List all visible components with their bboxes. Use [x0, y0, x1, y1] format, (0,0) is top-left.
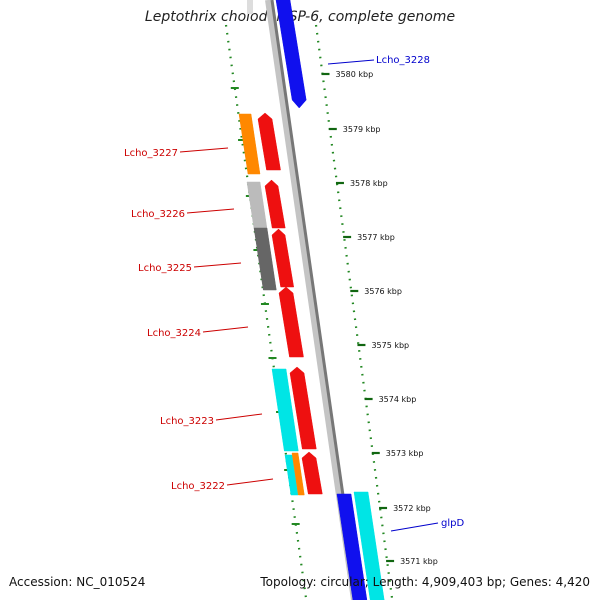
- topology-text: Topology: circular; Length: 4,909,403 bp…: [260, 575, 590, 589]
- label-connector: [202, 326, 249, 333]
- gene-lcho-3222-cyan: [284, 454, 299, 496]
- gene-label-left: Lcho_3222: [171, 481, 225, 492]
- tick-label: 3578 kbp: [350, 179, 388, 188]
- label-connector: [186, 208, 235, 214]
- gene-glpd-cyan: [353, 491, 385, 600]
- faded-gene-top: [247, 0, 253, 14]
- tick-label: 3576 kbp: [364, 287, 402, 296]
- gene-labels: Lcho_3227 Lcho_3226 Lcho_3225 Lcho_3224 Lcho…: [124, 55, 464, 532]
- tick-label: 3580 kbp: [335, 70, 373, 79]
- label-connector: [193, 262, 242, 268]
- outer-dotted-arc: [314, 24, 394, 599]
- scale-ticks: 3580 kbp 3579 kbp 3578 kbp 3577 kbp 3576 kbp…: [321, 70, 438, 566]
- tick-label: 3577 kbp: [357, 233, 395, 242]
- gene-label-left: Lcho_3227: [124, 148, 178, 159]
- accession-text: Accession: NC_010524: [9, 575, 146, 589]
- gene-lcho-3226-reverse: [264, 179, 286, 229]
- gene-lcho-3224-reverse: [278, 286, 304, 358]
- tick-label: 3571 kbp: [400, 557, 438, 566]
- gene-lcho-3223-reverse: [289, 366, 317, 450]
- gene-glpd-forward: [336, 493, 368, 600]
- gene-lcho-3222-reverse: [301, 451, 323, 495]
- gene-label-left: Lcho_3226: [131, 209, 185, 220]
- label-connector: [226, 478, 274, 486]
- label-connector: [327, 59, 375, 65]
- gene-label-left: Lcho_3225: [138, 263, 192, 274]
- gene-features: [238, 0, 385, 600]
- gene-label-left: Lcho_3224: [147, 328, 201, 339]
- gene-lcho-3222-orange: [291, 452, 305, 496]
- tick-label: 3579 kbp: [343, 125, 381, 134]
- tick-label: 3572 kbp: [393, 504, 431, 513]
- tick-label: 3573 kbp: [386, 449, 424, 458]
- label-connector: [390, 522, 439, 532]
- map-title: Leptothrix cholodnii SP-6, complete geno…: [144, 9, 456, 25]
- gene-lcho-3228-forward: [275, 0, 307, 109]
- gene-lcho-3225-darkgrey: [253, 227, 277, 291]
- gene-lcho-3223-cyan: [271, 368, 299, 452]
- gene-label-right: glpD: [441, 518, 464, 529]
- label-connector: [215, 413, 263, 421]
- label-connector: [179, 147, 229, 153]
- inner-dotted-arc: [224, 24, 308, 599]
- tick-label: 3575 kbp: [371, 341, 409, 350]
- gene-label-left: Lcho_3223: [160, 416, 214, 427]
- gene-lcho-3227-orange: [238, 113, 261, 175]
- gene-lcho-3225-reverse: [271, 228, 294, 288]
- tick-label: 3574 kbp: [379, 395, 417, 404]
- gene-lcho-3226-grey: [246, 181, 268, 229]
- gene-lcho-3227-reverse: [257, 112, 281, 171]
- gene-label-right: Lcho_3228: [376, 55, 430, 66]
